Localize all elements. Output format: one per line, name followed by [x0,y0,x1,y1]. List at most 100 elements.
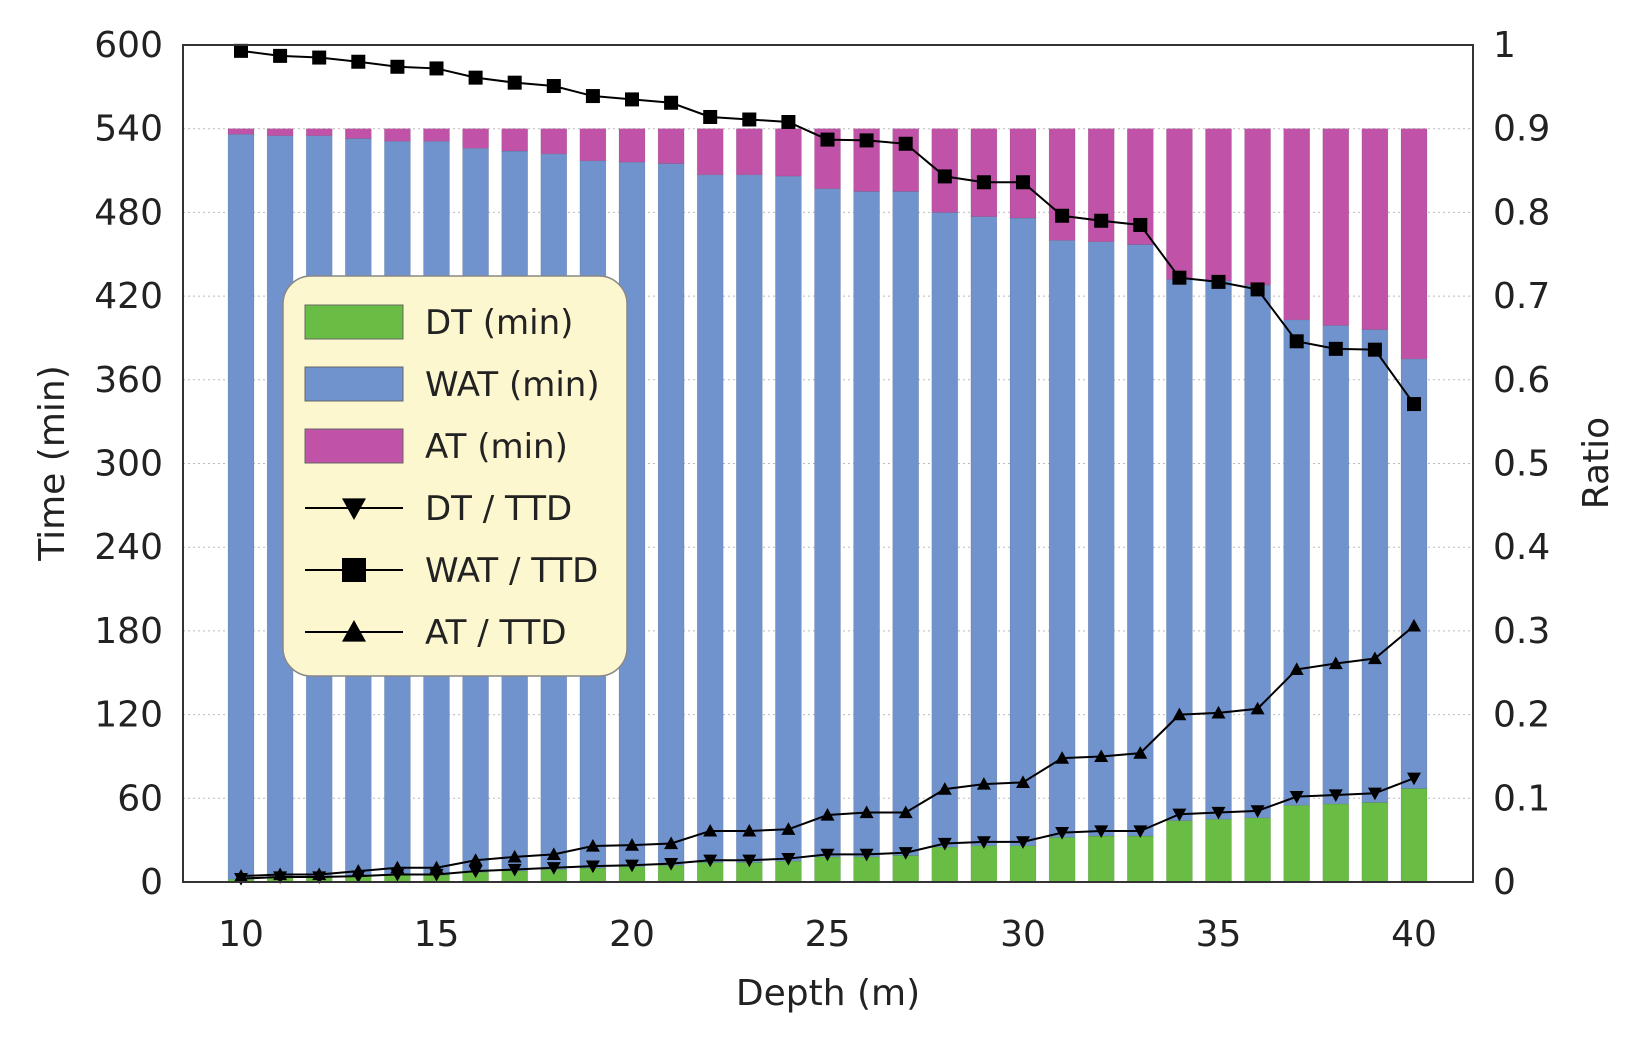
bar-at [384,128,411,142]
bar-at [1166,128,1193,280]
bar-dt [1087,835,1115,883]
marker-wat-ratio [937,169,952,184]
y-tick-label: 420 [94,276,163,317]
bar-wat [853,191,880,858]
bar-wat [775,175,802,862]
x-tick-label: 20 [609,914,655,955]
marker-wat-ratio [1055,208,1070,223]
marker-dt-ratio [625,859,639,873]
bar-wat [931,212,959,848]
bar-at [579,128,607,162]
marker-at-ratio [1094,749,1109,763]
marker-wat-ratio [976,175,991,190]
marker-dt-ratio [1094,825,1109,838]
y2-tick-label: 0.8 [1493,192,1550,233]
bar-at [462,128,489,149]
bar-wat [1009,217,1037,847]
bar-dt [1283,804,1310,883]
y-tick-label: 60 [117,778,163,819]
marker-at-ratio [1250,701,1265,715]
marker-wat-ratio [351,54,366,69]
marker-wat-ratio [898,136,913,151]
marker-wat-ratio [468,70,483,85]
marker-wat-ratio [546,79,561,94]
x-tick-label: 30 [1000,914,1046,955]
marker-at-ratio [234,869,248,882]
bar-wat [1361,329,1389,803]
y-tick-label: 360 [94,360,163,401]
legend-label: DT (min) [425,303,573,343]
plot-frame [182,44,1474,883]
bar-dt [970,845,998,883]
y-tick-label: 120 [94,695,163,736]
bar-wat [227,133,255,880]
marker-dt-ratio [1289,791,1304,804]
marker-wat-ratio [234,43,248,58]
bar-wat [1166,279,1193,821]
legend-marker-wat [342,558,366,582]
marker-wat-ratio [1407,397,1421,412]
legend-swatch-at [304,428,404,464]
bar-at [970,128,998,217]
bar-at [305,128,333,136]
x-tick-label: 35 [1196,914,1242,955]
bar-wat [1400,358,1428,789]
marker-wat-ratio [312,50,327,65]
bar-at [501,128,529,152]
legend-label: WAT (min) [425,365,600,405]
marker-wat-ratio [390,59,405,74]
x-tick-label: 25 [805,914,851,955]
marker-wat-ratio [507,75,522,90]
marker-dt-ratio [937,837,952,851]
y2-tick-label: 0.4 [1493,527,1550,568]
marker-dt-ratio [546,862,561,875]
bar-dt [1009,845,1037,883]
marker-wat-ratio [1094,213,1109,228]
marker-at-ratio [585,839,600,852]
bar-at [775,128,802,177]
marker-at-ratio [625,838,639,851]
marker-dt-ratio [859,848,874,862]
x-axis-label: Depth (m) [736,973,920,1014]
marker-dt-ratio [664,857,679,871]
marker-dt-ratio [1367,787,1382,801]
marker-at-ratio [1016,775,1030,788]
y2-tick-label: 0 [1493,862,1516,903]
bar-wat [1322,325,1350,805]
bar-at [1205,128,1232,282]
bar-wat [1087,241,1115,837]
marker-wat-ratio [429,61,444,76]
marker-at-ratio [351,864,366,877]
legend-label: AT / TTD [425,613,567,653]
legend-swatch-wat [304,366,404,402]
marker-dt-ratio [468,865,483,879]
marker-at-ratio [390,860,405,874]
marker-dt-ratio [1133,825,1148,838]
y-tick-label: 300 [94,444,163,485]
y-tick-label: 0 [140,862,163,903]
marker-wat-ratio [1172,270,1187,285]
marker-at-ratio [976,777,991,790]
tick-labels: 06012018024030036042048054060000.10.20.3… [94,25,1550,955]
bar-at [735,128,763,176]
bar-at [423,128,450,142]
marker-at-ratio [1133,746,1148,759]
marker-at-ratio [429,860,444,874]
bar-at [657,128,685,164]
y-tick-label: 600 [94,25,163,66]
marker-dt-ratio [1211,806,1226,820]
bar-wat [1205,280,1232,820]
legend-label: DT / TTD [425,489,572,529]
bar-wat [970,216,998,847]
bar-wat [892,191,920,856]
marker-at-ratio [703,823,718,837]
bar-at [1048,128,1076,241]
bar-dt [1400,788,1428,883]
legend-swatch-dt [304,304,404,340]
bar-wat [696,174,724,863]
marker-dt-ratio [742,854,757,868]
y-axis-label: Time (min) [32,365,73,562]
y-tick-label: 240 [94,527,163,568]
marker-at-ratio [507,849,522,863]
